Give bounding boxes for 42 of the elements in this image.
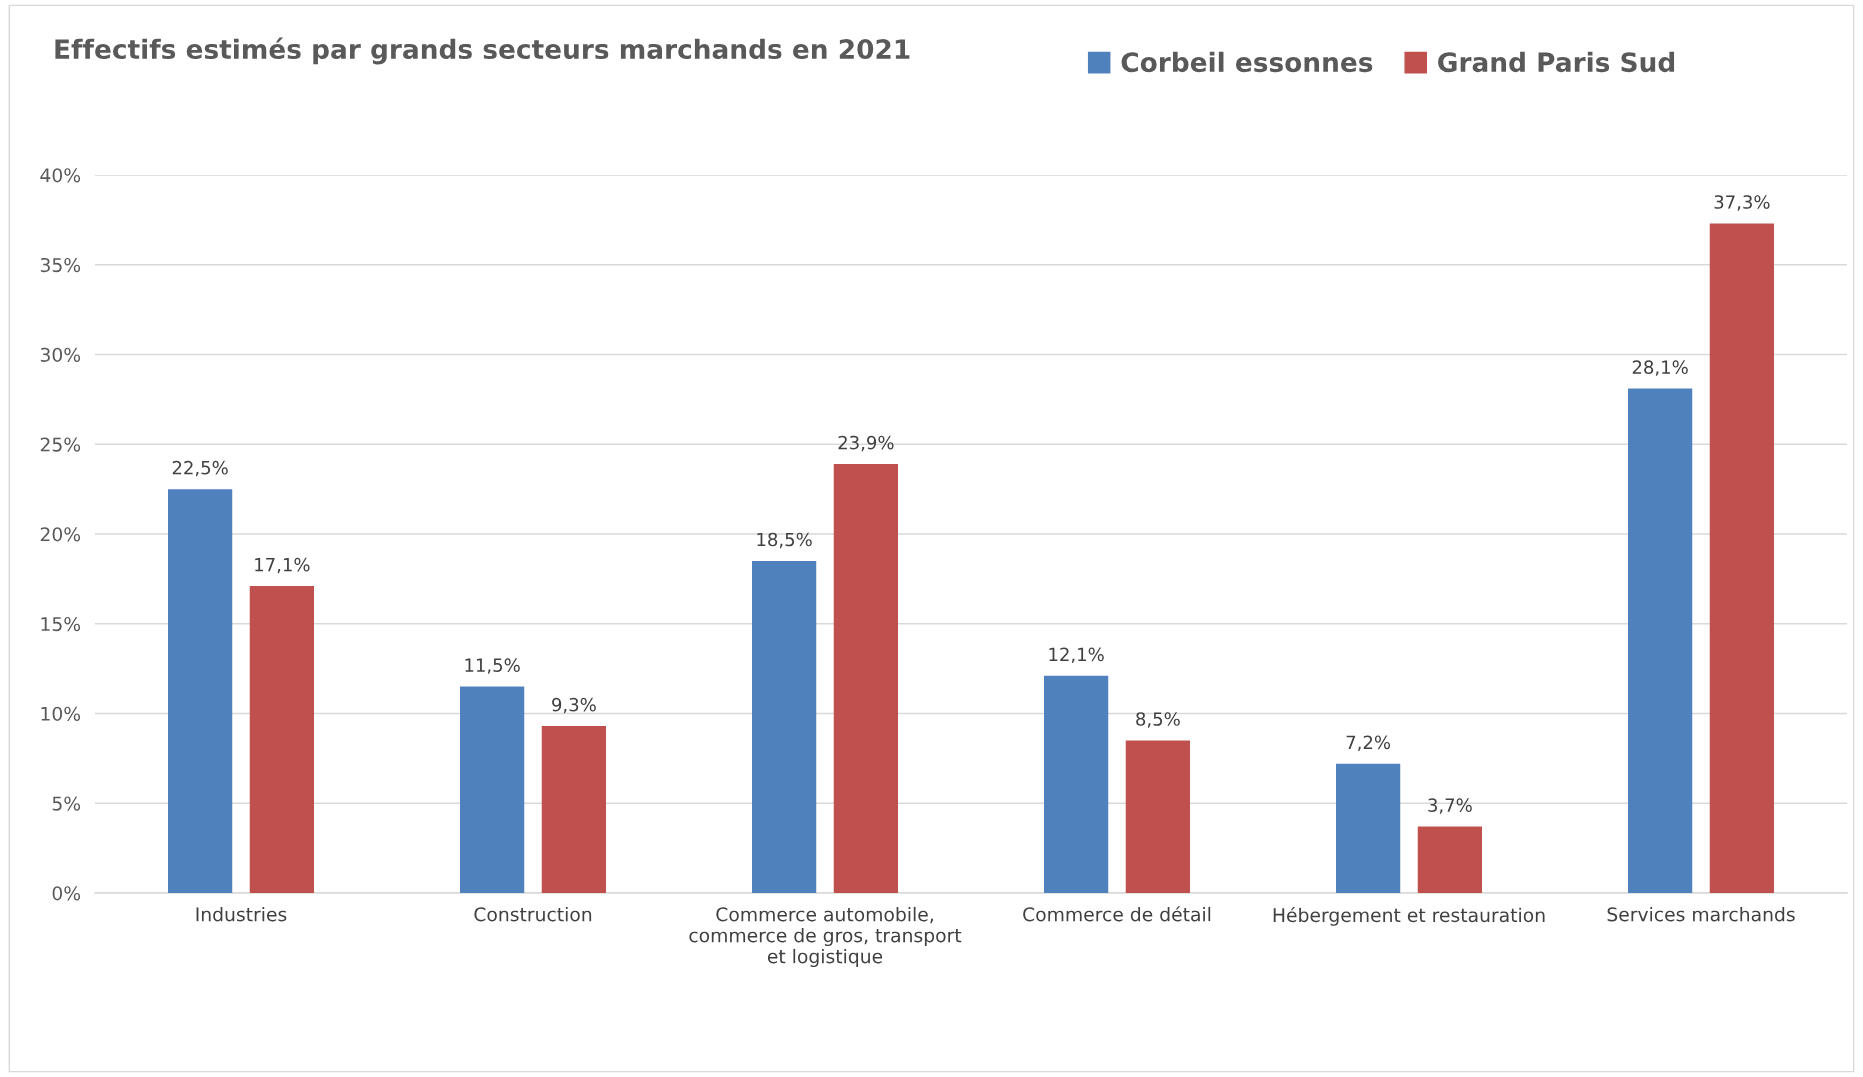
y-tick-label: 0% (52, 886, 81, 901)
data-label: 3,7% (1428, 798, 1472, 814)
bar (1417, 826, 1482, 893)
data-label: 12,1% (1049, 647, 1104, 664)
data-label: 37,3% (1714, 195, 1770, 211)
x-tick-label: Industries (196, 906, 287, 922)
data-label: 28,1% (1632, 360, 1688, 376)
y-tick-label: 5% (52, 796, 81, 811)
legend-label: Grand Paris Sud (1438, 51, 1675, 73)
bar (1628, 388, 1693, 893)
bar (1709, 223, 1774, 893)
x-tick-label: Hébergement et restauration (1273, 906, 1545, 926)
bar (460, 686, 525, 893)
x-tick-label: Services marchands (1607, 906, 1795, 922)
bar (833, 463, 898, 893)
x-tick-label: Construction (474, 906, 592, 922)
data-label: 7,2% (1346, 735, 1391, 751)
bar (1044, 675, 1109, 893)
bar (1125, 740, 1190, 893)
y-tick-label: 35% (40, 257, 81, 273)
bar (168, 489, 233, 893)
y-tick-label: 25% (40, 437, 81, 452)
y-tick-label: 15% (41, 616, 81, 632)
y-tick-label: 20% (40, 527, 81, 542)
bar (249, 586, 314, 893)
bar (752, 560, 817, 893)
x-tick-label: Commerce de détail (1023, 906, 1211, 922)
chart-title: Effectifs estimés par grands secteurs marchands en 2021 (55, 37, 910, 65)
data-label: 22,5% (172, 460, 228, 477)
y-tick-label: 30% (40, 347, 81, 362)
bar (1336, 763, 1401, 893)
data-label: 17,1% (255, 557, 310, 574)
x-tick-label: Commerce automobile, commerce de gros, transport et logistique (689, 906, 962, 968)
y-tick-label: 40% (40, 168, 81, 183)
bar (541, 726, 606, 893)
data-label: 18,5% (757, 532, 812, 549)
data-label: 23,9% (838, 435, 894, 452)
y-tick-label: 10% (41, 706, 81, 721)
data-label: 9,3% (552, 697, 596, 714)
data-label: 8,5% (1136, 712, 1180, 728)
legend-label: Corbeil essonnes (1121, 51, 1373, 73)
data-label: 11,5% (465, 658, 520, 674)
